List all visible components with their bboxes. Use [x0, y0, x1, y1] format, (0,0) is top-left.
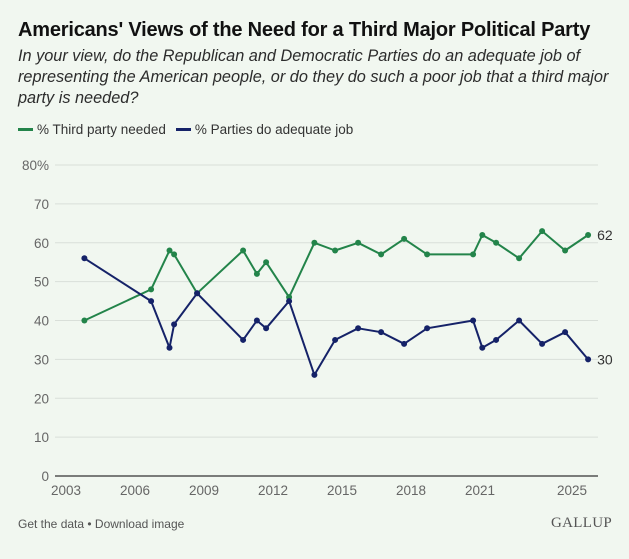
- data-point[interactable]: [493, 239, 500, 246]
- legend-item-adequate-job: % Parties do adequate job: [175, 122, 354, 137]
- x-axis-ticks: 2003 2006 2009 2012 2015 2018 2021 2025: [51, 483, 587, 498]
- data-point[interactable]: [194, 290, 201, 297]
- data-point[interactable]: [424, 325, 431, 332]
- data-point[interactable]: [470, 317, 477, 324]
- y-tick-label: 60: [34, 236, 49, 251]
- legend-label-third-party: % Third party needed: [37, 122, 166, 137]
- legend-swatch-third-party: [18, 128, 33, 131]
- data-point[interactable]: [479, 344, 486, 351]
- y-tick-label: 40: [34, 314, 49, 329]
- data-point[interactable]: [286, 298, 293, 305]
- data-point[interactable]: [355, 325, 362, 332]
- data-point[interactable]: [401, 235, 408, 242]
- data-point[interactable]: [311, 239, 318, 246]
- data-point[interactable]: [424, 251, 431, 258]
- legend-item-third-party: % Third party needed: [18, 122, 166, 137]
- data-point[interactable]: [355, 239, 362, 246]
- data-point[interactable]: [401, 340, 408, 347]
- data-point[interactable]: [148, 286, 155, 293]
- data-point[interactable]: [516, 317, 523, 324]
- data-point[interactable]: [171, 251, 178, 258]
- series-layer: 62 30: [81, 227, 613, 378]
- data-point[interactable]: [240, 336, 247, 343]
- series-parties-adequate: 30: [81, 255, 613, 378]
- end-value-label: 62: [597, 227, 613, 243]
- footer-separator: •: [84, 517, 95, 531]
- data-point[interactable]: [253, 317, 260, 324]
- download-image-link[interactable]: Download image: [94, 517, 185, 531]
- y-tick-label: 10: [34, 430, 49, 445]
- x-tick-label: 2018: [396, 483, 426, 498]
- data-point[interactable]: [539, 228, 546, 235]
- gridlines: [55, 164, 598, 477]
- series-line: [83, 230, 589, 322]
- x-tick-label: 2009: [189, 483, 219, 498]
- x-tick-label: 2025: [557, 483, 587, 498]
- chart-title: Americans' Views of the Need for a Third…: [18, 19, 591, 41]
- data-point[interactable]: [378, 251, 385, 258]
- data-point[interactable]: [166, 344, 173, 351]
- data-point[interactable]: [493, 336, 500, 343]
- data-point[interactable]: [332, 336, 339, 343]
- data-point[interactable]: [585, 231, 592, 238]
- series-line: [83, 257, 589, 376]
- data-point[interactable]: [253, 270, 260, 277]
- data-point[interactable]: [171, 321, 178, 328]
- data-point[interactable]: [516, 255, 523, 262]
- y-tick-label: 0: [41, 469, 49, 484]
- data-point[interactable]: [311, 371, 318, 378]
- legend-swatch-adequate-job: [175, 128, 191, 131]
- x-tick-label: 2015: [327, 483, 357, 498]
- data-point[interactable]: [479, 231, 486, 238]
- x-tick-label: 2003: [51, 483, 81, 498]
- chart-subtitle: In your view, do the Republican and Demo…: [18, 47, 609, 107]
- x-tick-label: 2012: [258, 483, 288, 498]
- data-point[interactable]: [470, 251, 477, 258]
- legend-label-adequate-job: % Parties do adequate job: [194, 122, 354, 137]
- data-point[interactable]: [562, 329, 569, 336]
- data-point[interactable]: [263, 259, 270, 266]
- x-tick-label: 2006: [120, 483, 150, 498]
- footer-links: Get the data • Download image: [18, 517, 184, 531]
- y-axis-ticks: 0 10 20 30 40 50 60 70 80%: [22, 158, 49, 484]
- y-tick-label: 70: [34, 197, 49, 212]
- y-tick-label: 20: [34, 391, 49, 406]
- y-tick-label: 80%: [22, 158, 49, 173]
- data-point[interactable]: [562, 247, 569, 254]
- data-point[interactable]: [166, 247, 173, 254]
- data-point[interactable]: [148, 298, 155, 305]
- y-tick-label: 30: [34, 352, 49, 367]
- data-point[interactable]: [332, 247, 339, 254]
- data-point[interactable]: [263, 325, 270, 332]
- end-value-label: 30: [597, 351, 613, 367]
- data-point[interactable]: [585, 356, 592, 363]
- data-point[interactable]: [81, 317, 88, 324]
- gallup-logo: GALLUP: [551, 515, 612, 531]
- y-tick-label: 50: [34, 275, 49, 290]
- series-third-party-needed: 62: [81, 227, 613, 324]
- data-point[interactable]: [81, 255, 88, 262]
- x-tick-label: 2021: [465, 483, 495, 498]
- data-point[interactable]: [539, 340, 546, 347]
- legend: % Third party needed % Parties do adequa…: [18, 122, 363, 137]
- get-data-link[interactable]: Get the data: [18, 517, 85, 531]
- data-point[interactable]: [378, 329, 385, 336]
- data-point[interactable]: [240, 247, 247, 254]
